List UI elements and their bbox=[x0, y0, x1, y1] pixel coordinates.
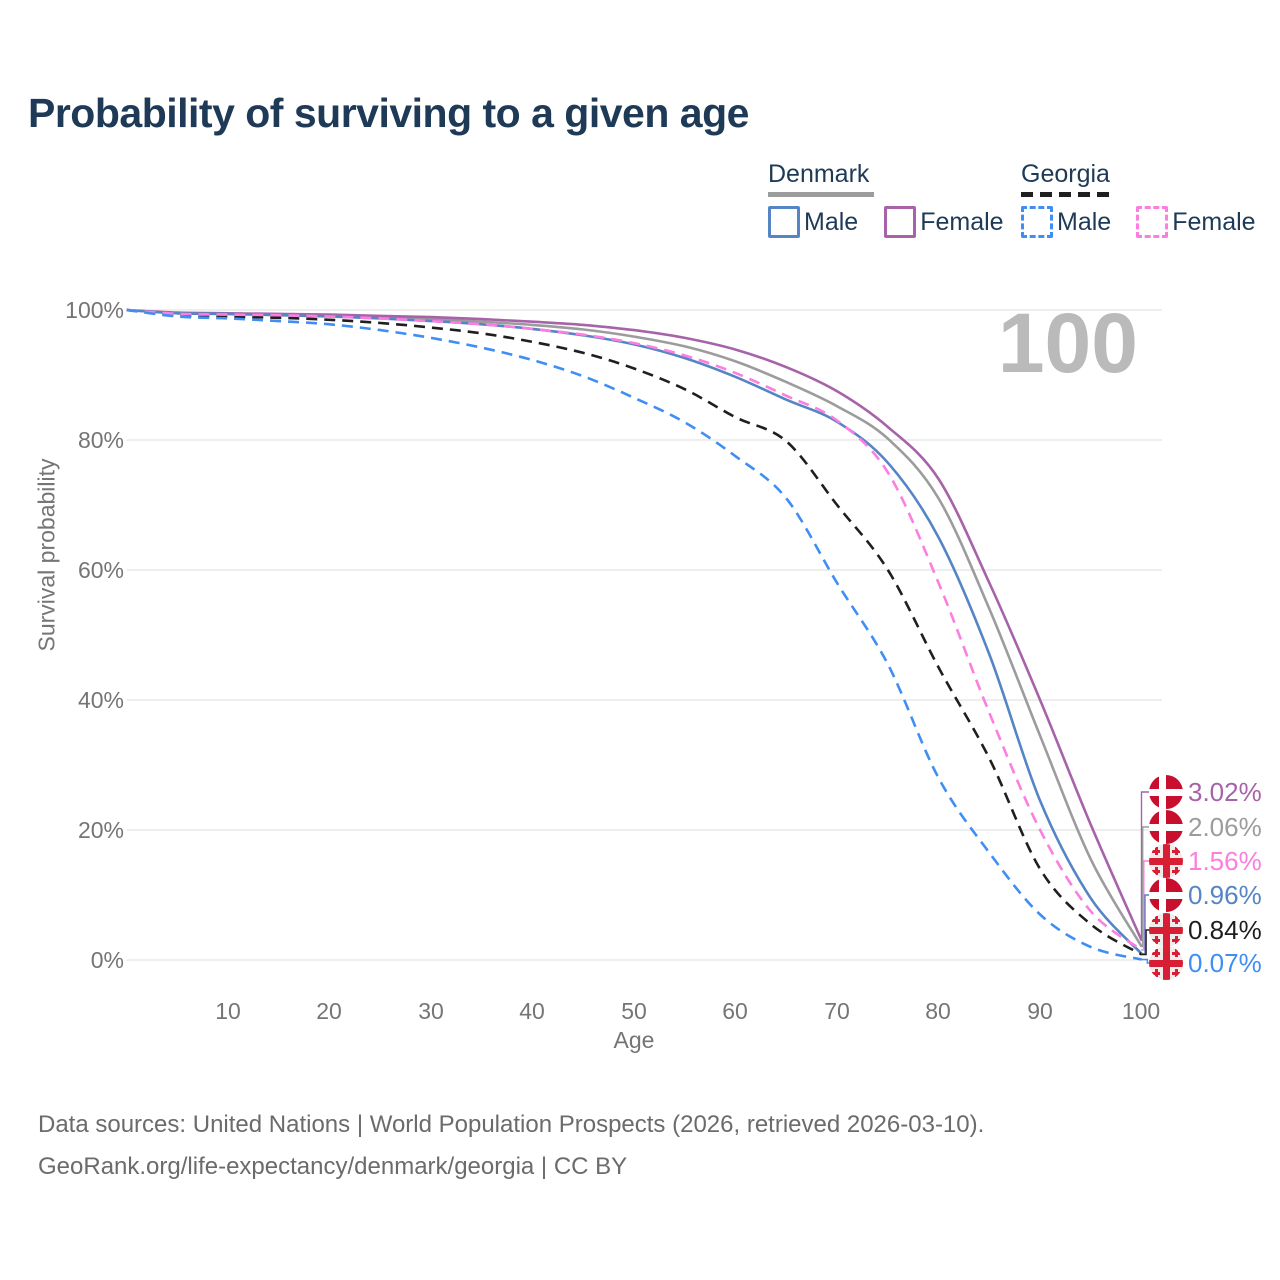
leader-line-ge-all bbox=[1141, 929, 1151, 956]
end-label-denmark-female: 3.02% bbox=[1149, 775, 1262, 809]
x-tick-20: 20 bbox=[316, 998, 342, 1024]
georgia-male-swatch-icon bbox=[1021, 206, 1053, 238]
x-tick-70: 70 bbox=[824, 998, 850, 1024]
curve-dk-male bbox=[126, 308, 1143, 955]
y-tick-20: 20% bbox=[77, 817, 124, 843]
legend-item-denmark-male[interactable]: Male bbox=[768, 206, 858, 238]
end-label-value: 2.06% bbox=[1188, 811, 1262, 842]
georgia-female-swatch-icon bbox=[1136, 206, 1169, 238]
curve-ge-male bbox=[126, 308, 1142, 961]
end-label-value: 0.96% bbox=[1188, 879, 1262, 910]
denmark-flag-icon bbox=[1149, 810, 1183, 844]
legend-header-georgia: Georgia bbox=[1021, 160, 1110, 188]
georgia-flag-icon bbox=[1149, 946, 1183, 980]
georgia-flag-icon bbox=[1149, 913, 1183, 947]
y-tick-80: 80% bbox=[77, 427, 124, 453]
y-tick-40: 40% bbox=[77, 687, 124, 713]
legend-item-georgia-male[interactable]: Male bbox=[1021, 206, 1111, 238]
end-label-georgia-female: 1.56% bbox=[1149, 844, 1262, 878]
end-label-value: 3.02% bbox=[1188, 776, 1262, 807]
x-tick-10: 10 bbox=[215, 998, 241, 1024]
legend-item-denmark-female[interactable]: Female bbox=[884, 206, 1004, 238]
legend-group-denmark: Denmark Male Female bbox=[768, 160, 1004, 238]
x-tick-90: 90 bbox=[1027, 998, 1053, 1024]
denmark-flag-icon bbox=[1149, 878, 1183, 912]
end-label-denmark-male: 0.96% bbox=[1149, 878, 1262, 912]
end-label-value: 0.07% bbox=[1188, 947, 1262, 978]
legend-label-georgia-female: Female bbox=[1172, 207, 1256, 236]
x-tick-30: 30 bbox=[418, 998, 444, 1024]
x-tick-40: 40 bbox=[519, 998, 545, 1024]
leader-line-dk-female bbox=[1140, 791, 1151, 942]
footer-line-2: GeoRank.org/life-expectancy/denmark/geor… bbox=[38, 1153, 628, 1180]
georgia-flag-icon bbox=[1149, 844, 1183, 878]
y-tick-60: 60% bbox=[77, 557, 124, 583]
leader-line-dk-all bbox=[1141, 826, 1151, 948]
y-tick-100: 100% bbox=[65, 297, 124, 323]
curve-ge-all bbox=[126, 308, 1143, 956]
end-label-value: 1.56% bbox=[1188, 845, 1262, 876]
x-tick-100: 100 bbox=[1121, 998, 1161, 1024]
legend-header-denmark: Denmark bbox=[768, 160, 870, 188]
legend-label-denmark-male: Male bbox=[804, 207, 859, 236]
x-tick-60: 60 bbox=[722, 998, 748, 1024]
end-label-georgia-male: 0.07% bbox=[1149, 946, 1262, 980]
georgia-all-series-swatch bbox=[1021, 192, 1113, 197]
y-axis-title: Survival probability bbox=[33, 458, 60, 652]
curve-dk-female bbox=[126, 308, 1143, 941]
denmark-female-swatch-icon bbox=[884, 206, 917, 238]
legend-label-denmark-female: Female bbox=[920, 207, 1004, 236]
legend-label-georgia-male: Male bbox=[1057, 207, 1112, 236]
end-label-value: 0.84% bbox=[1188, 914, 1262, 945]
x-tick-80: 80 bbox=[925, 998, 951, 1024]
end-label-georgia-all: 0.84% bbox=[1149, 913, 1262, 947]
highlighted-age-watermark: 100 bbox=[997, 296, 1138, 390]
data-source-note: Data sources: United Nations | World Pop… bbox=[38, 1104, 984, 1188]
curve-dk-all bbox=[126, 308, 1143, 948]
leader-line-ge-female bbox=[1141, 860, 1151, 951]
legend-item-georgia-female[interactable]: Female bbox=[1136, 206, 1256, 238]
x-axis-title: Age bbox=[613, 1027, 655, 1053]
footer-line-1: Data sources: United Nations | World Pop… bbox=[38, 1111, 985, 1138]
end-label-denmark-all: 2.06% bbox=[1149, 810, 1262, 844]
page-title: Probability of surviving to a given age bbox=[28, 90, 749, 136]
curve-ge-female bbox=[126, 308, 1143, 951]
denmark-flag-icon bbox=[1149, 775, 1183, 809]
legend-group-georgia: Georgia Male Female bbox=[1021, 160, 1256, 238]
denmark-male-swatch-icon bbox=[768, 206, 800, 238]
x-tick-50: 50 bbox=[621, 998, 647, 1024]
denmark-all-series-swatch bbox=[768, 192, 874, 197]
y-tick-0: 0% bbox=[90, 947, 124, 973]
